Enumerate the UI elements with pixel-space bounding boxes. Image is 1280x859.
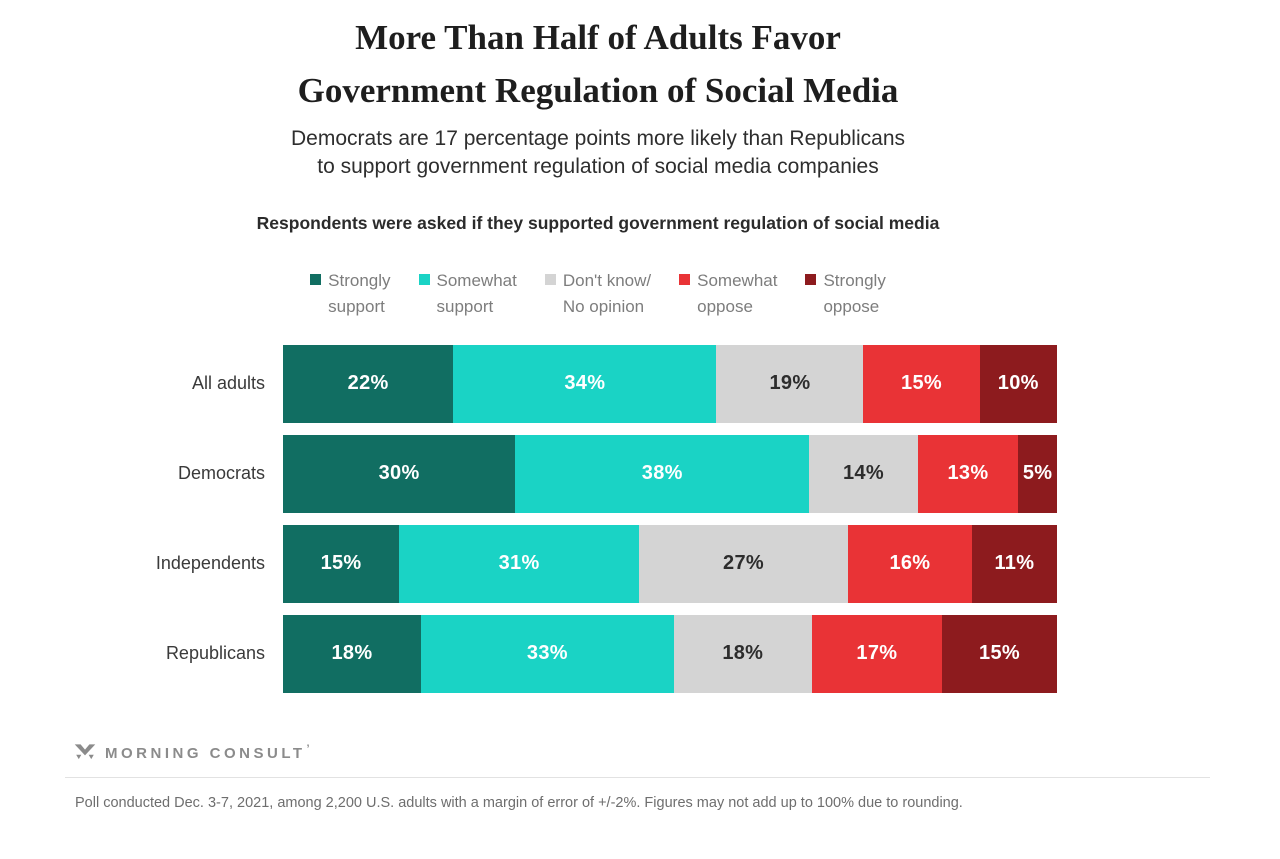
bar-track: 22% 34% 19% 15% 10%: [283, 344, 1057, 423]
logo-wordmark: MORNING CONSULT’: [105, 742, 314, 762]
bar-track: 18% 33% 18% 17% 15%: [283, 614, 1057, 693]
legend-label: Strongly support: [328, 270, 391, 317]
bar-segment: 15%: [863, 344, 980, 423]
legend-label: Strongly oppose: [823, 270, 886, 317]
survey-question: Respondents were asked if they supported…: [256, 212, 940, 233]
bar-track: 30% 38% 14% 13% 5%: [283, 434, 1057, 513]
segment-value-label: 15%: [320, 552, 362, 575]
legend-label: Don't know/ No opinion: [562, 270, 652, 317]
segment-value-label: 5%: [1022, 462, 1053, 485]
bar-segment: 10%: [979, 344, 1057, 423]
segment-value-label: 18%: [722, 642, 764, 665]
row-label: Republicans: [165, 643, 265, 664]
bar-segment: 11%: [971, 524, 1057, 603]
bar-segment: 15%: [283, 524, 400, 603]
bar-segment: 18%: [283, 614, 421, 693]
bar-segment: 17%: [811, 614, 943, 693]
segment-value-label: 38%: [641, 462, 683, 485]
bar-segment: 38%: [515, 434, 810, 513]
bar-track: 15% 31% 27% 16% 11%: [283, 524, 1057, 603]
bar-segment: 27%: [639, 524, 848, 603]
bar-segment: 15%: [942, 614, 1057, 693]
segment-value-label: 15%: [901, 372, 942, 395]
segment-value-label: 34%: [564, 372, 606, 395]
segment-value-label: 30%: [378, 462, 420, 485]
bar-segment: 14%: [809, 434, 918, 513]
segment-value-label: 31%: [498, 552, 540, 575]
legend-item: Strongly support: [310, 268, 391, 321]
legend-swatch: [679, 273, 691, 285]
legend-item: Strongly oppose: [805, 268, 886, 321]
legend-item: Somewhat oppose: [679, 268, 777, 321]
legend-item: Don't know/ No opinion: [544, 268, 652, 321]
legend-swatch: [805, 273, 817, 285]
legend-label: Somewhat support: [436, 270, 517, 317]
segment-value-label: 22%: [347, 372, 389, 395]
bar-segment: 16%: [848, 524, 972, 603]
legend-swatch: [310, 273, 322, 285]
segment-value-label: 16%: [889, 552, 931, 575]
chart-title: More Than Half of Adults Favor Governmen…: [297, 18, 899, 110]
bar-segment: 18%: [673, 614, 812, 693]
legend-swatch: [544, 273, 556, 285]
legend-item: Somewhat support: [418, 268, 517, 321]
legend-swatch: [418, 273, 430, 285]
segment-value-label: 18%: [331, 642, 373, 665]
segment-value-label: 13%: [947, 462, 989, 485]
segment-value-label: 27%: [723, 552, 764, 575]
morning-consult-logo: MORNING CONSULT’: [74, 743, 1280, 762]
chart-header: More Than Half of Adults Favor Governmen…: [0, 0, 1196, 321]
chart-row: Independents 15% 31% 27% 16% 11%: [65, 524, 1057, 603]
logo-trademark-tick: ’: [306, 742, 314, 755]
segment-value-label: 17%: [856, 642, 898, 665]
row-label: Democrats: [177, 463, 265, 484]
row-label: Independents: [155, 553, 265, 574]
segment-value-label: 14%: [843, 462, 884, 485]
bar-segment: 30%: [283, 434, 516, 513]
bar-segment: 22%: [283, 344, 454, 423]
segment-value-label: 33%: [526, 642, 568, 665]
bar-segment: 13%: [917, 434, 1019, 513]
segment-value-label: 19%: [769, 372, 811, 395]
bar-segment: 31%: [399, 524, 640, 603]
methodology-footnote: Poll conducted Dec. 3-7, 2021, among 2,2…: [75, 794, 963, 811]
chart-legend: Strongly support Somewhat support Don't kn…: [0, 268, 1196, 321]
chart-row: Democrats 30% 38% 14% 13% 5%: [65, 434, 1057, 513]
stacked-bar-chart: All adults 22% 34% 19% 15% 10% Democrats 30% 38%…: [65, 344, 1057, 693]
footer-divider: [65, 776, 1210, 778]
bar-segment: 33%: [420, 614, 674, 693]
segment-value-label: 10%: [997, 372, 1039, 395]
morning-consult-logo-icon: [74, 743, 96, 759]
chart-subtitle: Democrats are 17 percentage points more …: [291, 127, 905, 178]
bar-segment: 5%: [1018, 434, 1057, 513]
bar-segment: 34%: [453, 344, 717, 423]
row-label: All adults: [191, 373, 265, 394]
legend-label: Somewhat oppose: [697, 270, 778, 317]
chart-row: All adults 22% 34% 19% 15% 10%: [65, 344, 1057, 423]
chart-row: Republicans 18% 33% 18% 17% 15%: [65, 614, 1057, 693]
segment-value-label: 15%: [979, 642, 1020, 665]
bar-segment: 19%: [716, 344, 864, 423]
segment-value-label: 11%: [994, 552, 1035, 575]
